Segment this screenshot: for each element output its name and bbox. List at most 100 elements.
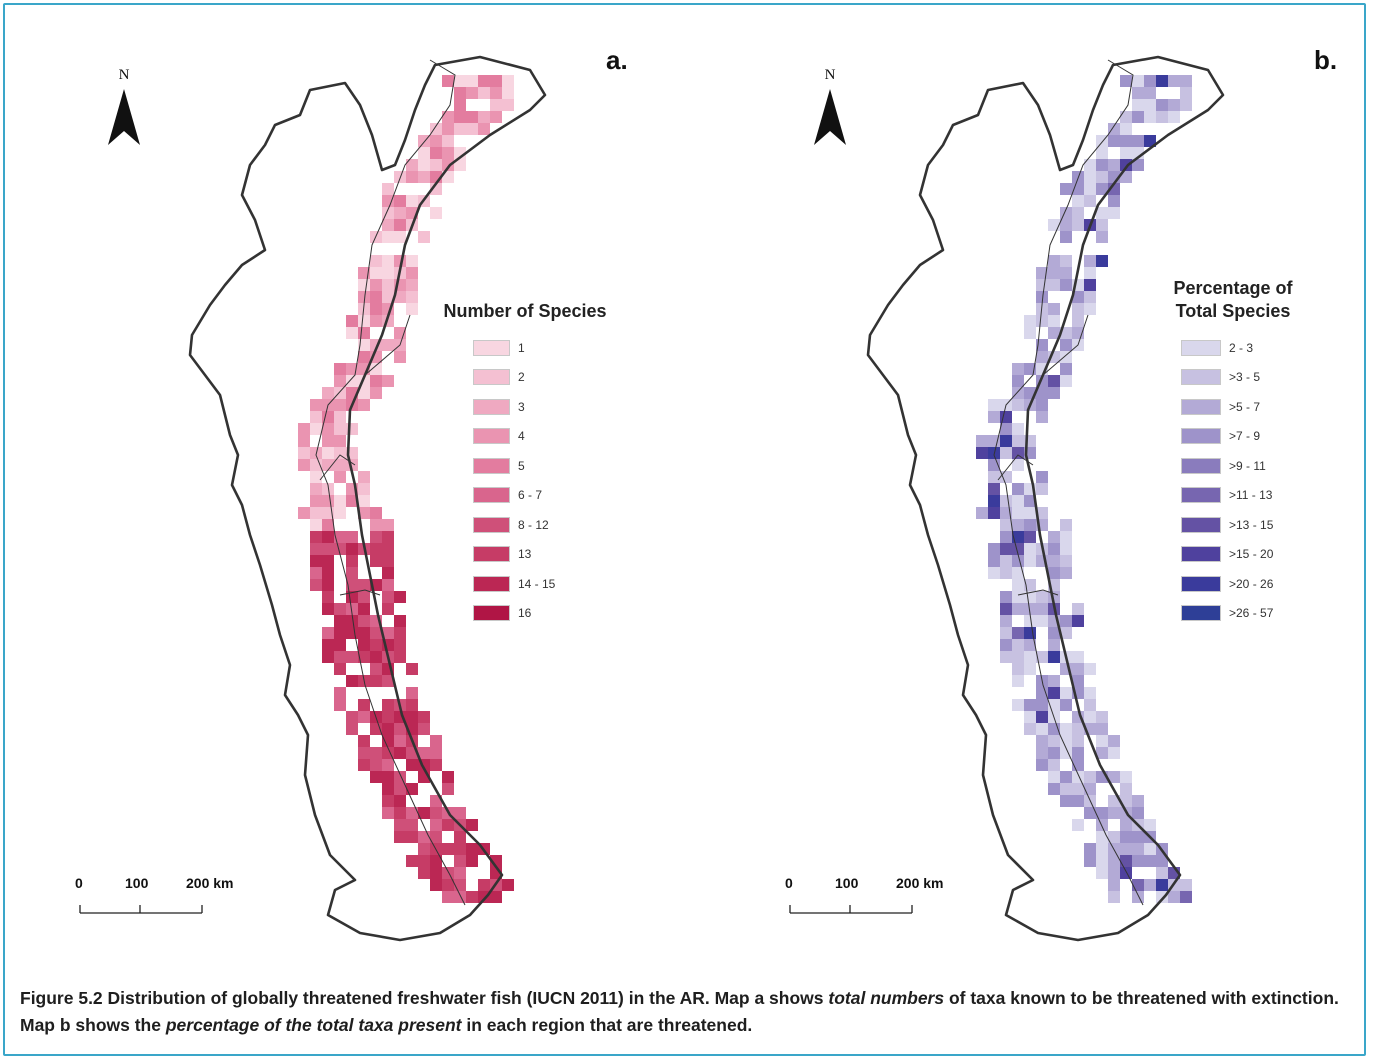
- map-cell: [976, 447, 988, 459]
- map-cell: [430, 819, 442, 831]
- legend-item: >3 - 5: [1181, 363, 1308, 393]
- map-cell: [406, 195, 418, 207]
- map-cell: [406, 759, 418, 771]
- legend-swatch: [473, 457, 510, 474]
- map-cell: [1108, 135, 1120, 147]
- legend-label: 1: [518, 340, 525, 355]
- map-cell: [478, 891, 490, 903]
- map-cell: [454, 843, 466, 855]
- map-cell: [478, 75, 490, 87]
- map-cell: [1072, 291, 1084, 303]
- map-cell: [1144, 99, 1156, 111]
- map-cell: [382, 699, 394, 711]
- map-cell: [430, 759, 442, 771]
- map-cell: [358, 603, 370, 615]
- map-cell: [1024, 723, 1036, 735]
- map-cell: [406, 171, 418, 183]
- map-cell: [322, 555, 334, 567]
- map-cell: [1180, 891, 1192, 903]
- figure-caption: Figure 5.2 Distribution of globally thre…: [20, 985, 1355, 1039]
- map-cell: [1024, 519, 1036, 531]
- map-cell: [370, 303, 382, 315]
- map-cell: [1156, 855, 1168, 867]
- map-cell: [1024, 615, 1036, 627]
- scale-label-100: 100: [835, 875, 859, 891]
- map-cell: [1120, 123, 1132, 135]
- map-cell: [454, 891, 466, 903]
- legend-item: >5 - 7: [1181, 392, 1308, 422]
- map-cell: [466, 123, 478, 135]
- map-cell: [1096, 183, 1108, 195]
- map-cell: [502, 87, 514, 99]
- map-cell: [1048, 759, 1060, 771]
- map-cell: [370, 519, 382, 531]
- map-cell: [1000, 603, 1012, 615]
- map-cell: [1180, 75, 1192, 87]
- map-cell: [988, 471, 1000, 483]
- map-cell: [406, 711, 418, 723]
- map-cell: [466, 843, 478, 855]
- map-cell: [1036, 411, 1048, 423]
- map-cell: [490, 99, 502, 111]
- map-cell: [418, 867, 430, 879]
- map-cell: [394, 639, 406, 651]
- map-cell: [1072, 663, 1084, 675]
- map-cell: [1096, 171, 1108, 183]
- map-cell: [418, 171, 430, 183]
- map-cell: [322, 447, 334, 459]
- map-cell: [1000, 639, 1012, 651]
- map-cell: [382, 231, 394, 243]
- legend-title: Percentage of Total Species: [1173, 278, 1293, 321]
- legend-label: >26 - 57: [1229, 606, 1274, 621]
- map-cell: [1036, 759, 1048, 771]
- map-cell: [358, 759, 370, 771]
- map-cell: [394, 831, 406, 843]
- map-cell: [346, 555, 358, 567]
- map-cell: [358, 327, 370, 339]
- map-cell: [394, 291, 406, 303]
- map-cell: [478, 87, 490, 99]
- map-cell: [1120, 111, 1132, 123]
- map-cell: [1012, 447, 1024, 459]
- map-cell: [466, 819, 478, 831]
- legend-label: >13 - 15: [1229, 517, 1274, 532]
- map-cell: [1108, 207, 1120, 219]
- map-cell: [1000, 591, 1012, 603]
- map-cell: [1036, 735, 1048, 747]
- legend-list: 2 - 3 >3 - 5 >5 - 7 >7 - 9 >9 - 11 >11 - 13 >1…: [1181, 333, 1308, 628]
- map-cell: [334, 435, 346, 447]
- map-cell: [1000, 495, 1012, 507]
- map-cell: [406, 831, 418, 843]
- north-arrow-icon: [814, 89, 846, 145]
- map-cell: [454, 855, 466, 867]
- map-cell: [1060, 327, 1072, 339]
- caption-part-1: Figure 5.2 Distribution of globally thre…: [20, 988, 829, 1008]
- scale-label-200: 200 km: [896, 875, 944, 891]
- map-cell: [1156, 75, 1168, 87]
- map-cell: [1132, 87, 1144, 99]
- map-cell: [1012, 639, 1024, 651]
- map-cell: [1072, 783, 1084, 795]
- map-cell: [382, 747, 394, 759]
- map-cell: [442, 867, 454, 879]
- legend-label: >7 - 9: [1229, 429, 1261, 444]
- map-cell: [394, 231, 406, 243]
- map-cell: [988, 507, 1000, 519]
- legend-title: Number of Species: [443, 301, 607, 321]
- map-cell: [454, 87, 466, 99]
- map-cell: [1048, 543, 1060, 555]
- map-cell: [382, 195, 394, 207]
- map-cell: [406, 303, 418, 315]
- legend-item: >15 - 20: [1181, 540, 1308, 570]
- map-cell: [358, 483, 370, 495]
- map-cell: [382, 783, 394, 795]
- map-cell: [1084, 279, 1096, 291]
- map-cell: [1048, 315, 1060, 327]
- legend-label: >15 - 20: [1229, 547, 1274, 562]
- map-cell: [1096, 855, 1108, 867]
- map-cell: [334, 471, 346, 483]
- map-cell: [394, 615, 406, 627]
- map-cell: [382, 375, 394, 387]
- map-cell: [478, 879, 490, 891]
- map-cell: [394, 627, 406, 639]
